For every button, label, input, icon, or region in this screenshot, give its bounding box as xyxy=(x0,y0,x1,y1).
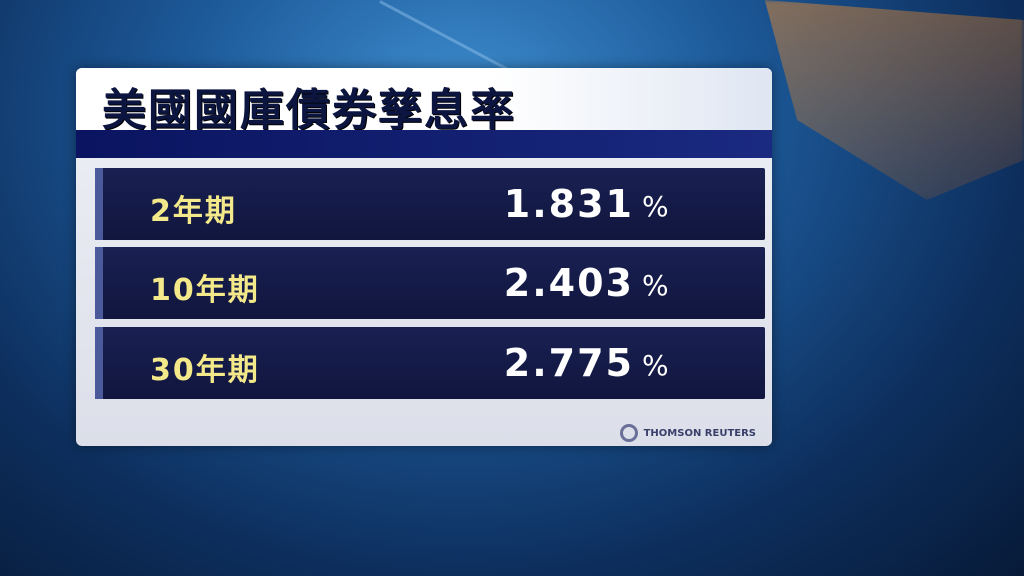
source-text: THOMSON REUTERS xyxy=(643,427,756,439)
thomson-reuters-logo-icon xyxy=(619,424,638,442)
yield-panel: 美國國庫債券孳息率 2年期 1.831 % 10年期 2.403 % 30年期 … xyxy=(76,68,772,446)
term-label: 30年期 xyxy=(150,353,260,388)
percent-unit: % xyxy=(642,349,669,382)
yield-row: 10年期 2.403 % xyxy=(95,247,765,319)
panel-title: 美國國庫債券孳息率 xyxy=(102,85,516,136)
source-credit: THOMSON REUTERS xyxy=(619,424,756,442)
panel-header: 美國國庫債券孳息率 xyxy=(76,68,772,136)
term-label: 2年期 xyxy=(150,194,237,229)
percent-unit: % xyxy=(642,190,669,223)
header-band xyxy=(76,130,772,158)
yield-value: 1.831 xyxy=(503,182,634,226)
yield-row: 2年期 1.831 % xyxy=(95,168,765,240)
percent-unit: % xyxy=(642,269,669,302)
yield-value: 2.403 xyxy=(503,261,634,305)
term-label: 10年期 xyxy=(150,273,260,308)
yield-row: 30年期 2.775 % xyxy=(95,327,765,399)
yield-value: 2.775 xyxy=(503,341,634,385)
